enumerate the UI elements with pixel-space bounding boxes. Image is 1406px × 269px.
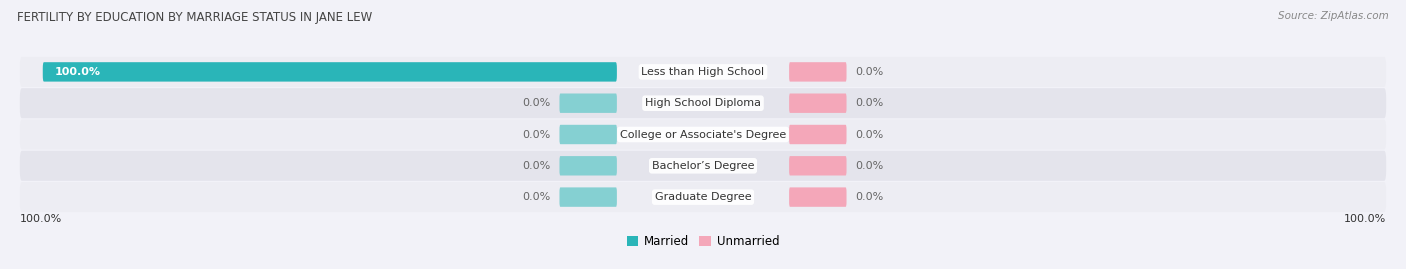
FancyBboxPatch shape	[560, 94, 617, 113]
FancyBboxPatch shape	[560, 187, 617, 207]
Text: 100.0%: 100.0%	[20, 214, 62, 224]
FancyBboxPatch shape	[20, 151, 1386, 181]
Text: 0.0%: 0.0%	[855, 98, 883, 108]
Text: College or Associate's Degree: College or Associate's Degree	[620, 129, 786, 140]
FancyBboxPatch shape	[42, 62, 617, 82]
Legend: Married, Unmarried: Married, Unmarried	[621, 230, 785, 253]
FancyBboxPatch shape	[20, 182, 1386, 212]
FancyBboxPatch shape	[20, 88, 1386, 118]
Text: 0.0%: 0.0%	[855, 67, 883, 77]
FancyBboxPatch shape	[789, 94, 846, 113]
Text: 0.0%: 0.0%	[523, 192, 551, 202]
Text: 100.0%: 100.0%	[1344, 214, 1386, 224]
FancyBboxPatch shape	[560, 156, 617, 175]
Text: High School Diploma: High School Diploma	[645, 98, 761, 108]
Text: Graduate Degree: Graduate Degree	[655, 192, 751, 202]
Text: 0.0%: 0.0%	[523, 129, 551, 140]
FancyBboxPatch shape	[560, 125, 617, 144]
FancyBboxPatch shape	[789, 187, 846, 207]
FancyBboxPatch shape	[20, 57, 1386, 87]
FancyBboxPatch shape	[20, 119, 1386, 150]
FancyBboxPatch shape	[789, 62, 846, 82]
Text: 0.0%: 0.0%	[523, 161, 551, 171]
Text: 0.0%: 0.0%	[855, 161, 883, 171]
Text: FERTILITY BY EDUCATION BY MARRIAGE STATUS IN JANE LEW: FERTILITY BY EDUCATION BY MARRIAGE STATU…	[17, 11, 373, 24]
FancyBboxPatch shape	[789, 156, 846, 175]
Text: Source: ZipAtlas.com: Source: ZipAtlas.com	[1278, 11, 1389, 21]
Text: 0.0%: 0.0%	[523, 98, 551, 108]
Text: 0.0%: 0.0%	[855, 192, 883, 202]
FancyBboxPatch shape	[789, 125, 846, 144]
Text: Less than High School: Less than High School	[641, 67, 765, 77]
Text: 0.0%: 0.0%	[855, 129, 883, 140]
Text: 100.0%: 100.0%	[55, 67, 100, 77]
Text: Bachelor’s Degree: Bachelor’s Degree	[652, 161, 754, 171]
